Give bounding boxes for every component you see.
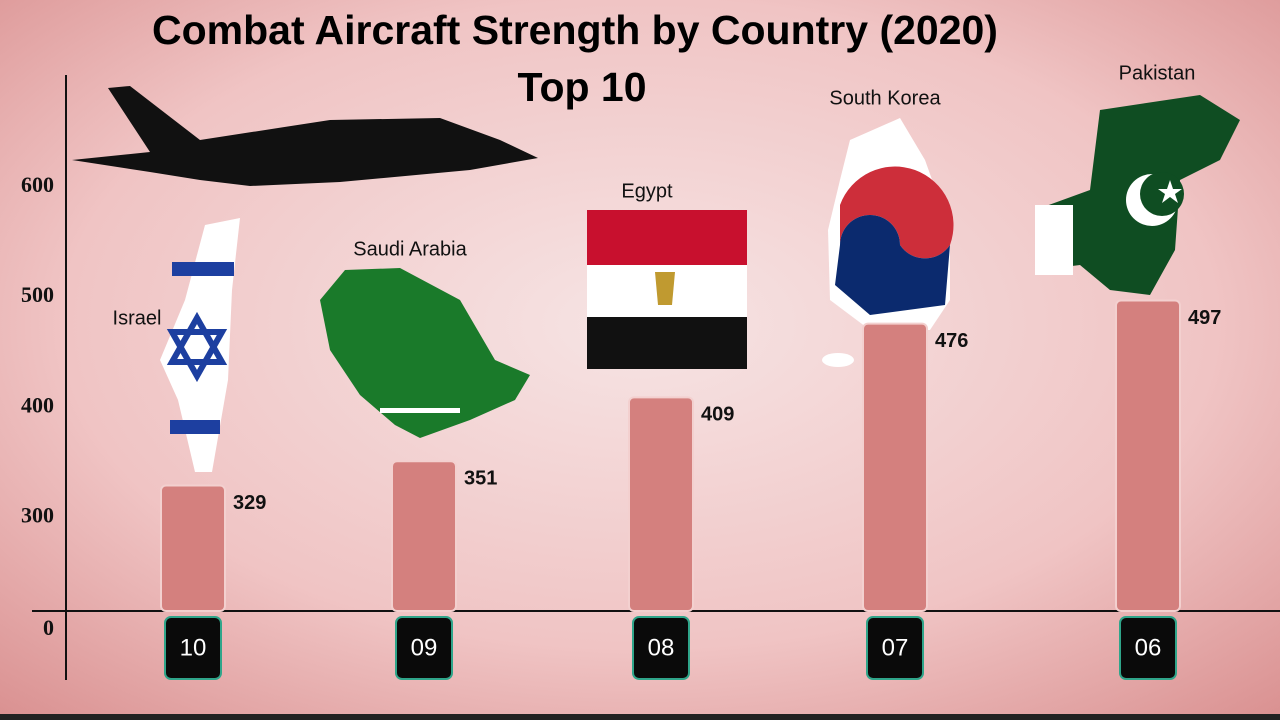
value-label: 351 bbox=[464, 468, 497, 490]
value-label: 409 bbox=[701, 404, 734, 426]
x-tick-label: 06 bbox=[1135, 634, 1162, 661]
country-name: South Korea bbox=[829, 87, 941, 109]
chart-subtitle: Top 10 bbox=[517, 64, 646, 110]
country-name: Israel bbox=[113, 307, 162, 329]
pakistan-white bbox=[1035, 205, 1073, 275]
value-label: 329 bbox=[233, 492, 266, 514]
bar bbox=[628, 396, 694, 612]
bar bbox=[160, 484, 226, 613]
flags bbox=[160, 95, 1240, 472]
saudi-map bbox=[320, 268, 530, 438]
y-tick-label: 500 bbox=[21, 282, 54, 307]
bar bbox=[1115, 299, 1181, 612]
egypt-red bbox=[587, 210, 747, 265]
israel-stripe bbox=[172, 262, 234, 276]
bar bbox=[862, 322, 928, 612]
israel-star bbox=[166, 311, 228, 383]
israel-map bbox=[160, 218, 240, 472]
bottom-edge bbox=[0, 714, 1280, 720]
x-tick-label: 09 bbox=[411, 634, 438, 661]
rank-box bbox=[632, 616, 690, 680]
egypt-eagle bbox=[655, 272, 675, 305]
y-tick-label: 400 bbox=[21, 392, 54, 417]
y-tick-label: 0 bbox=[43, 615, 54, 640]
x-tick-label: 08 bbox=[648, 634, 675, 661]
value-label: 497 bbox=[1188, 307, 1221, 329]
rank-box bbox=[866, 616, 924, 680]
rank-box bbox=[395, 616, 453, 680]
y-tick-label: 300 bbox=[21, 502, 54, 527]
y-tick-label: 600 bbox=[21, 172, 54, 197]
country-name: Pakistan bbox=[1119, 62, 1196, 84]
korea-blue bbox=[835, 215, 950, 315]
korea-red bbox=[840, 166, 954, 259]
x-tick-label: 07 bbox=[882, 634, 909, 661]
jet-silhouette bbox=[72, 86, 538, 186]
rank-box bbox=[1119, 616, 1177, 680]
pakistan-star bbox=[1158, 180, 1182, 203]
chart-title: Combat Aircraft Strength by Country (202… bbox=[152, 7, 998, 53]
saudi-sword bbox=[380, 408, 460, 413]
rank-box bbox=[164, 616, 222, 680]
country-name: Saudi Arabia bbox=[353, 238, 467, 260]
value-label: 476 bbox=[935, 330, 968, 352]
jeju bbox=[822, 353, 854, 367]
x-tick-label: 10 bbox=[180, 634, 207, 661]
israel-stripe bbox=[170, 420, 220, 434]
egypt-black bbox=[587, 317, 747, 369]
bar bbox=[391, 460, 457, 612]
pakistan-crescent-cut bbox=[1140, 172, 1184, 216]
country-name: Egypt bbox=[621, 180, 673, 202]
